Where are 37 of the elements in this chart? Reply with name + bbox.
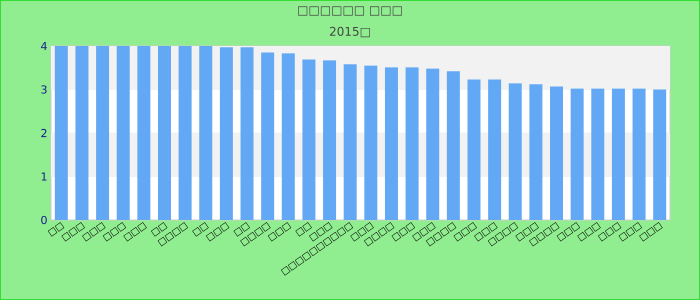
bar: [529, 84, 542, 220]
bar: [364, 66, 378, 220]
bar: [612, 88, 625, 220]
bar: [344, 64, 357, 220]
bar: [426, 68, 440, 220]
bar: [384, 67, 398, 220]
bar: [323, 60, 336, 220]
bar: [75, 46, 88, 220]
y-tick-label: 2: [41, 128, 46, 138]
y-tick-label: 0: [41, 216, 47, 224]
bar: [261, 52, 274, 220]
bar: [406, 67, 419, 220]
bar: [632, 88, 646, 220]
bar: [653, 90, 666, 220]
bar: [178, 46, 192, 220]
bar: [96, 46, 110, 220]
bar: [467, 79, 480, 220]
bar: [240, 47, 254, 220]
bar: [508, 83, 522, 220]
y-tick-label: 1: [42, 172, 46, 181]
bar: [137, 46, 150, 220]
bar: [54, 46, 68, 220]
bar: [550, 86, 564, 220]
y-tick-label: 4: [41, 42, 47, 50]
bar: [591, 88, 604, 220]
bar: [116, 46, 130, 220]
bar: [282, 53, 295, 220]
bar: [302, 59, 316, 220]
bar: [199, 46, 212, 220]
bar: [220, 47, 233, 220]
bar: [488, 79, 502, 220]
chart-title: □□□□□□ □□□: [298, 6, 402, 16]
bar: [570, 88, 584, 220]
bar: [446, 71, 460, 220]
y-tick-label: 3: [41, 85, 47, 94]
chart-subtitle: 2015□: [330, 26, 370, 38]
bar: [158, 46, 171, 220]
